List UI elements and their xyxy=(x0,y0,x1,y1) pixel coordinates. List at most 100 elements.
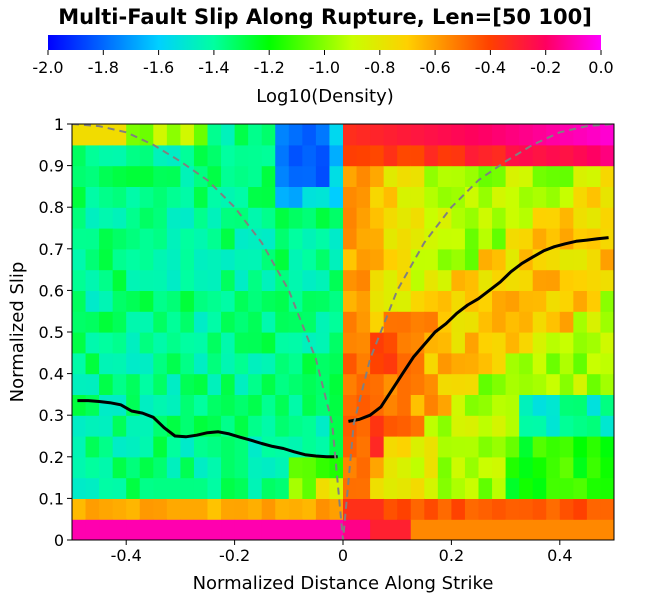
heatmap-cell xyxy=(126,352,141,375)
heatmap-cell xyxy=(546,228,561,250)
heatmap-cell xyxy=(288,124,303,146)
heatmap-cell xyxy=(180,332,195,354)
heatmap-cell xyxy=(126,311,141,333)
heatmap-cell xyxy=(139,269,154,291)
heatmap-cell xyxy=(343,207,358,229)
heatmap-cell xyxy=(261,290,276,312)
heatmap-cell xyxy=(166,332,181,354)
heatmap-cell xyxy=(234,311,249,333)
heatmap-cell xyxy=(248,290,263,312)
heatmap-cell xyxy=(275,207,290,229)
heatmap-cell xyxy=(166,311,181,333)
heatmap-cell xyxy=(207,498,222,520)
heatmap-cell xyxy=(275,290,290,312)
heatmap-cell xyxy=(532,144,547,167)
heatmap-cell xyxy=(180,498,195,520)
heatmap-cell xyxy=(424,207,439,229)
colorbar-tick-label: -1.0 xyxy=(309,58,340,77)
heatmap-cell xyxy=(288,207,303,229)
heatmap-cell xyxy=(85,124,100,146)
heatmap-cell xyxy=(356,269,371,291)
heatmap-cell xyxy=(451,456,466,479)
y-tick-label: 0.1 xyxy=(39,489,64,508)
heatmap-cell xyxy=(99,311,114,333)
heatmap-cell xyxy=(464,456,480,479)
heatmap-cell xyxy=(451,290,466,312)
colorbar-gradient xyxy=(48,35,601,50)
heatmap-cell xyxy=(193,186,209,208)
heatmap-cell xyxy=(302,165,317,187)
heatmap-cell xyxy=(153,207,168,229)
heatmap-cell xyxy=(234,436,249,458)
heatmap-cell xyxy=(99,207,114,229)
heatmap-cell xyxy=(478,436,493,458)
heatmap-cell xyxy=(112,144,127,167)
heatmap-cell xyxy=(99,456,114,479)
heatmap-cell xyxy=(207,207,222,229)
heatmap-cell xyxy=(193,519,209,540)
heatmap-cell xyxy=(532,290,547,312)
colorbar-tick-label: -1.8 xyxy=(88,58,119,77)
heatmap-cell xyxy=(600,269,614,291)
heatmap-cell xyxy=(302,415,317,437)
y-tick-label: 0.5 xyxy=(39,323,64,342)
heatmap-cell xyxy=(546,456,561,479)
heatmap-cell xyxy=(153,165,168,187)
heatmap-cell xyxy=(370,311,385,333)
heatmap-cell xyxy=(343,165,358,187)
heatmap-cell xyxy=(234,394,249,416)
heatmap-cell xyxy=(126,207,141,229)
heatmap-cell xyxy=(329,165,344,187)
heatmap-cell xyxy=(72,165,87,187)
heatmap-cell xyxy=(370,352,385,375)
heatmap-cell xyxy=(546,269,561,291)
heatmap-cell xyxy=(193,144,209,167)
heatmap-cell xyxy=(139,311,154,333)
heatmap-cell xyxy=(99,332,114,354)
heatmap-cell xyxy=(302,124,317,146)
heatmap-cell xyxy=(532,519,547,540)
heatmap-cell xyxy=(207,124,222,146)
heatmap-cell xyxy=(248,228,263,250)
heatmap-cell xyxy=(234,228,249,250)
heatmap-cell xyxy=(546,373,561,395)
heatmap-cell xyxy=(464,144,480,167)
heatmap-cell xyxy=(356,477,371,499)
heatmap-cell xyxy=(72,290,87,312)
heatmap-cell xyxy=(302,228,317,250)
heatmap-cell xyxy=(302,498,317,520)
heatmap-cell xyxy=(370,477,385,499)
heatmap-cell xyxy=(329,373,344,395)
heatmap-cell xyxy=(99,394,114,416)
heatmap-cell xyxy=(207,248,222,271)
heatmap-cell xyxy=(139,436,154,458)
heatmap-cell xyxy=(356,394,371,416)
heatmap-cell xyxy=(559,373,574,395)
heatmap-cell xyxy=(234,332,249,354)
y-axis-label: Normalized Slip xyxy=(7,262,28,403)
heatmap-cell xyxy=(600,352,614,375)
x-axis-label: Normalized Distance Along Strike xyxy=(193,573,494,594)
heatmap-cell xyxy=(261,373,276,395)
heatmap-cell xyxy=(302,519,317,540)
heatmap-cell xyxy=(559,290,574,312)
heatmap-cell xyxy=(275,456,290,479)
heatmap-cell xyxy=(275,498,290,520)
heatmap-cell xyxy=(139,456,154,479)
heatmap-cell xyxy=(329,519,344,540)
heatmap-cell xyxy=(112,228,127,250)
heatmap-cell xyxy=(180,415,195,437)
heatmap-cell xyxy=(315,144,331,167)
heatmap-cell xyxy=(85,519,100,540)
heatmap-cell xyxy=(288,144,303,167)
heatmap-cell xyxy=(573,498,588,520)
heatmap-cell xyxy=(248,352,263,375)
heatmap-cell xyxy=(139,228,154,250)
heatmap-cell xyxy=(356,124,371,146)
heatmap-cell xyxy=(559,186,574,208)
heatmap-cell xyxy=(112,373,127,395)
heatmap-cell xyxy=(356,436,371,458)
heatmap-cell xyxy=(492,207,507,229)
heatmap-cell xyxy=(505,311,520,333)
heatmap-cell xyxy=(424,519,439,540)
